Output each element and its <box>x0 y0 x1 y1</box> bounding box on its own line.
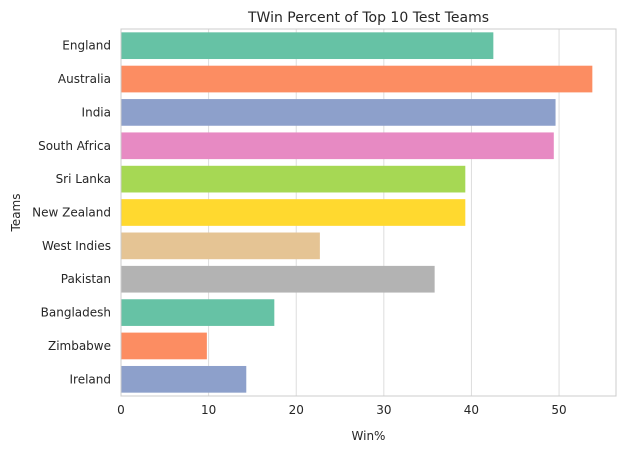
bar-india <box>121 99 556 126</box>
y-tick-label: South Africa <box>38 139 111 153</box>
y-tick-label: Sri Lanka <box>56 172 111 186</box>
x-tick-label: 0 <box>117 403 125 417</box>
y-tick-label: India <box>82 105 111 119</box>
x-tick-label: 10 <box>201 403 216 417</box>
y-tick-label: Australia <box>58 72 111 86</box>
x-axis-title: Win% <box>352 429 386 443</box>
bar-ireland <box>121 365 247 393</box>
y-tick-labels: England Australia India South Africa Sri Lan… <box>32 39 111 387</box>
bar-south-africa <box>121 132 554 160</box>
bar-sri-lanka <box>121 165 466 193</box>
bar-bangladesh <box>121 299 275 326</box>
y-tick-label: Zimbabwe <box>48 339 111 353</box>
y-axis-title: Teams <box>9 194 23 233</box>
x-tick-label: 20 <box>289 403 304 417</box>
bars <box>121 32 593 393</box>
y-tick-label: Pakistan <box>61 272 111 286</box>
x-tick-label: 30 <box>376 403 391 417</box>
y-tick-label: West Indies <box>42 239 111 253</box>
y-tick-label: England <box>62 39 111 53</box>
bar-zimbabwe <box>121 332 207 360</box>
bar-australia <box>121 65 593 93</box>
x-tick-label: 50 <box>551 403 566 417</box>
y-tick-label: New Zealand <box>32 206 111 220</box>
plot-frame <box>120 28 617 397</box>
bar-england <box>121 32 494 60</box>
y-tick-label: Bangladesh <box>41 306 111 320</box>
bar-west-indies <box>121 232 320 260</box>
bar-pakistan <box>121 265 435 293</box>
x-tick-labels: 0 10 20 30 40 50 <box>117 403 567 417</box>
bar-new-zealand <box>121 199 466 226</box>
plot-border <box>120 28 617 397</box>
y-tick-label: Ireland <box>69 372 111 386</box>
x-tick-label: 40 <box>464 403 479 417</box>
chart-title: TWin Percent of Top 10 Test Teams <box>247 10 489 26</box>
